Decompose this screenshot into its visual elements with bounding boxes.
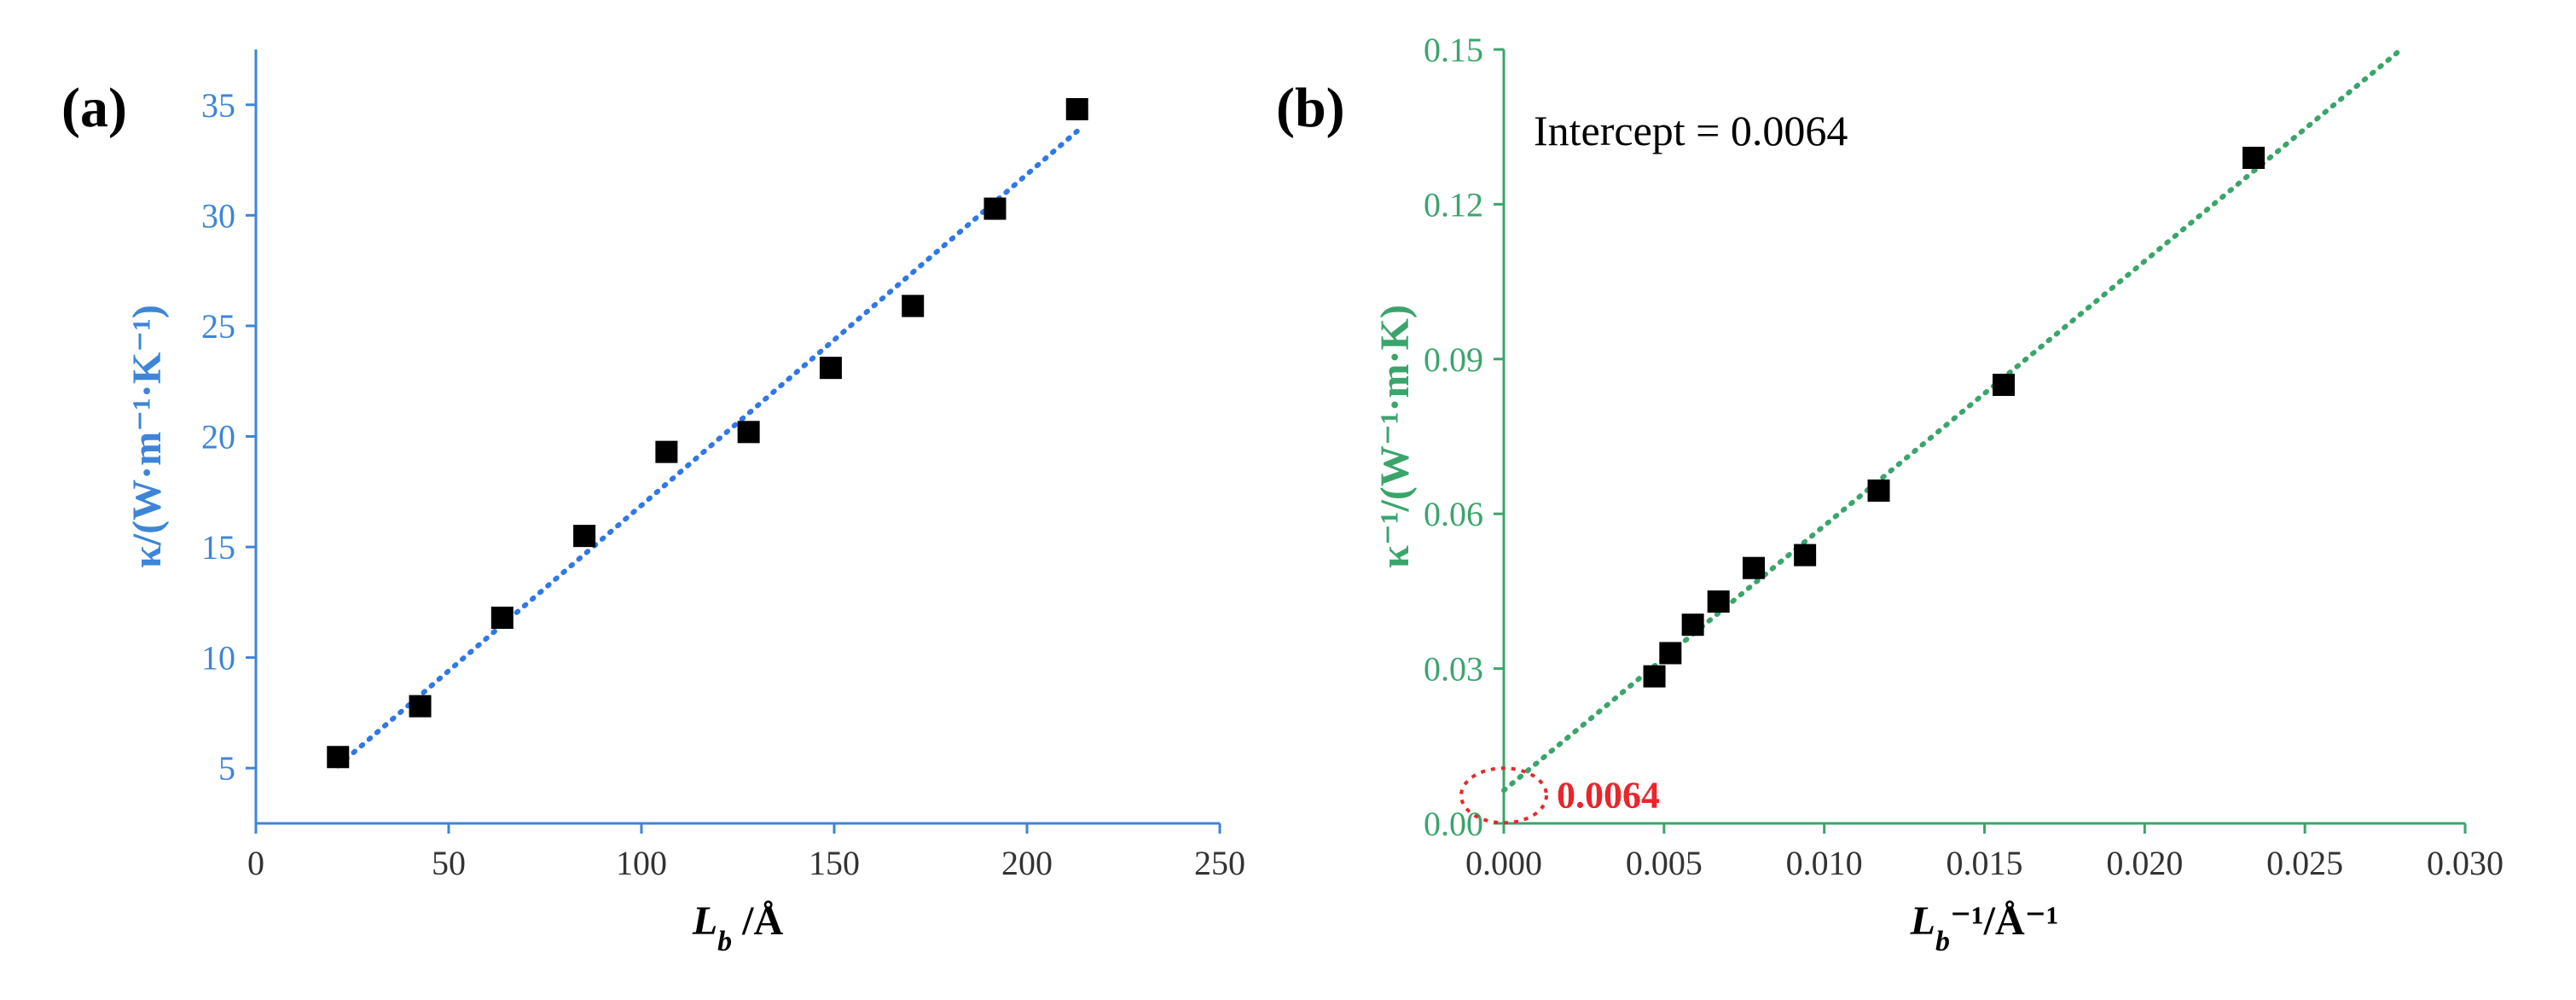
b-y-tick-label: 0.00: [1424, 805, 1483, 843]
b-y-tick-label: 0.03: [1424, 650, 1483, 689]
a-data-point: [819, 357, 842, 380]
intercept-value-label: 0.0064: [1557, 774, 1660, 816]
b-x-tick-label: 0.005: [1626, 844, 1703, 882]
a-y-tick-label: 15: [201, 528, 235, 567]
a-data-point: [655, 440, 678, 463]
a-data-point: [902, 294, 925, 317]
a-x-tick-label: 0: [247, 844, 264, 882]
b-x-tick-label: 0.000: [1465, 844, 1542, 882]
panel-b-y-ticks: 0.00 0.03 0.06 0.09 0.12 0.15: [1424, 31, 1504, 843]
b-y-tick-label: 0.09: [1424, 340, 1483, 379]
a-x-tick-label: 100: [616, 844, 667, 882]
a-data-point: [490, 606, 513, 629]
panel-b: (b) 0.000 0.005 0.010 0.015 0.020 0.025 0.030 …: [1276, 31, 2503, 957]
a-data-point: [1065, 97, 1088, 120]
b-data-point: [1643, 665, 1666, 688]
panel-b-points: [1643, 146, 2266, 688]
b-y-tick-label: 0.12: [1424, 185, 1483, 224]
b-y-tick-label: 0.15: [1424, 31, 1483, 69]
b-data-point: [2242, 146, 2266, 169]
b-y-tick-label: 0.06: [1424, 495, 1483, 533]
b-data-point: [1659, 642, 1682, 665]
panel-b-x-label-unit: ⁻¹/Å⁻¹: [1950, 898, 2058, 944]
b-x-tick-label: 0.025: [2266, 844, 2343, 882]
panel-b-fit-line: [1501, 47, 2404, 794]
panel-a-x-label-main: L: [692, 898, 717, 944]
b-x-tick-label: 0.030: [2427, 844, 2503, 882]
panel-b-x-ticks: 0.000 0.005 0.010 0.015 0.020 0.025 0.030: [1465, 823, 2503, 882]
a-data-point: [573, 525, 596, 548]
panel-a-points: [327, 97, 1088, 769]
panel-b-label: (b): [1276, 77, 1345, 139]
b-x-tick-label: 0.015: [1947, 844, 2023, 882]
b-data-point: [1743, 556, 1766, 579]
panel-a-y-label: κ/(W·m⁻¹·K⁻¹): [125, 305, 170, 568]
a-y-tick-label: 35: [201, 86, 235, 125]
b-x-tick-label: 0.020: [2106, 844, 2183, 882]
a-y-tick-label: 5: [218, 749, 235, 788]
b-data-point: [1681, 613, 1704, 637]
a-x-tick-label: 50: [432, 844, 466, 882]
b-data-point: [1867, 479, 1890, 502]
b-data-point: [1707, 590, 1730, 613]
panel-b-y-label: κ⁻¹/(W⁻¹·m·K): [1372, 305, 1418, 568]
panel-a-y-ticks: 5 10 15 20 25 30 35: [201, 86, 256, 788]
panel-b-x-label-main: L: [1910, 898, 1935, 944]
a-x-tick-label: 150: [809, 844, 860, 882]
a-data-point: [983, 197, 1007, 220]
a-y-tick-label: 20: [201, 418, 235, 456]
panel-a-x-ticks: 0 50 100 150 200 250: [247, 823, 1245, 882]
b-data-point: [1794, 544, 1817, 567]
panel-a-x-label-sub: b: [717, 926, 732, 957]
a-y-tick-label: 30: [201, 196, 235, 235]
b-x-tick-label: 0.010: [1786, 844, 1863, 882]
a-x-tick-label: 250: [1194, 844, 1245, 882]
panel-b-x-label-sub: b: [1935, 926, 1950, 957]
panel-a-fit-line: [335, 128, 1080, 769]
a-data-point: [737, 421, 760, 444]
panel-a-label: (a): [61, 77, 127, 139]
b-data-point: [1993, 374, 2016, 397]
intercept-annotation: Intercept = 0.0064: [1534, 107, 1848, 154]
panel-a-x-label: Lb /Å: [692, 898, 784, 957]
a-data-point: [327, 746, 350, 769]
a-data-point: [409, 695, 432, 718]
a-y-tick-label: 25: [201, 307, 235, 346]
intercept-highlight-ellipse: [1459, 766, 1548, 825]
panel-a-x-label-unit: /Å: [732, 898, 783, 944]
a-x-tick-label: 200: [1001, 844, 1053, 882]
panel-b-x-label: Lb⁻¹/Å⁻¹: [1910, 898, 2059, 957]
a-y-tick-label: 10: [201, 639, 235, 677]
